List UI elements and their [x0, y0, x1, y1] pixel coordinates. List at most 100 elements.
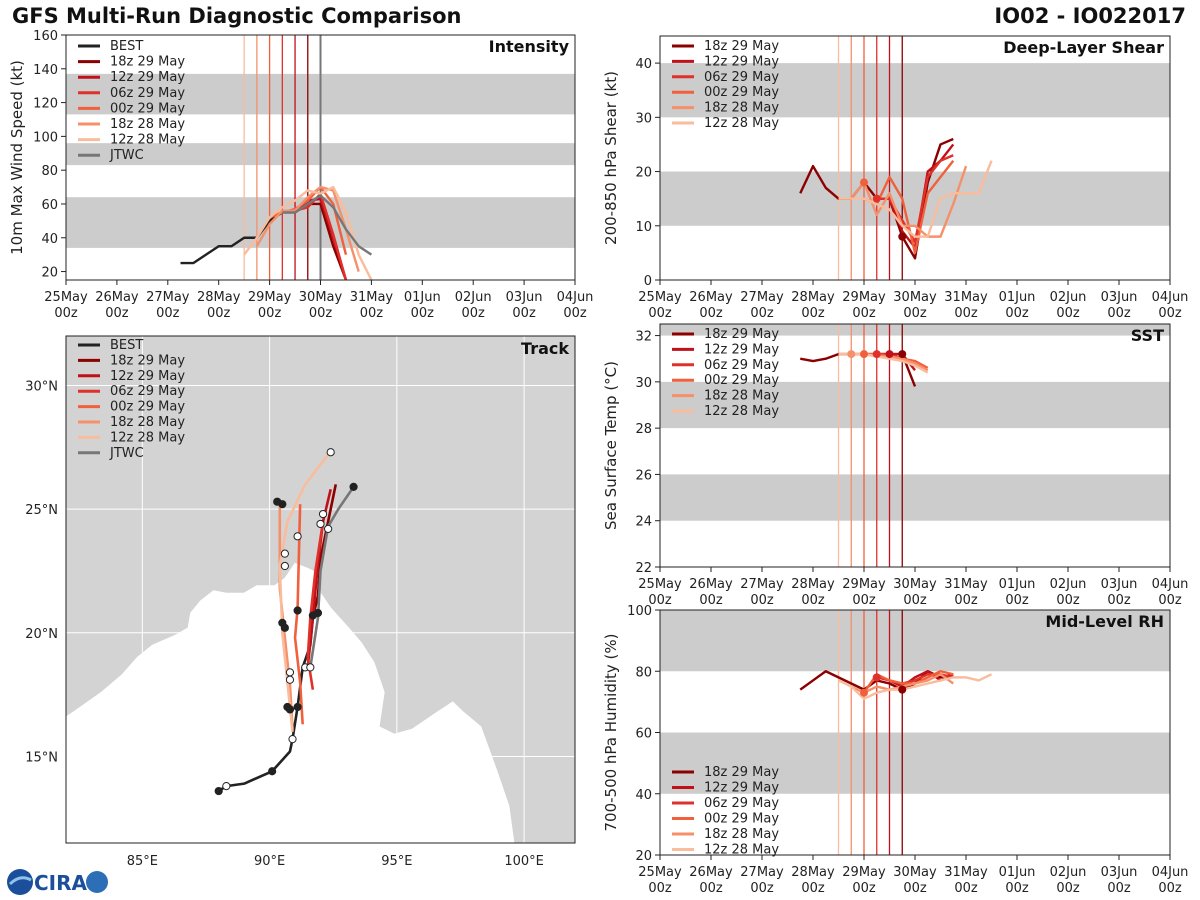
legend-label: 12z 29 May [110, 70, 185, 85]
y-tick-label: 32 [635, 330, 652, 345]
track-point [293, 532, 302, 541]
track-point [326, 448, 335, 457]
legend-label: 18z 29 May [704, 765, 779, 780]
x-tick-label-date: 26May [689, 865, 733, 880]
track-point [280, 549, 289, 558]
x-tick-label-date: 28May [197, 290, 241, 305]
x-tick-label-date: 31May [944, 865, 988, 880]
legend-label: JTWC [109, 446, 144, 461]
x-tick-label-date: 28May [791, 865, 835, 880]
y-tick-label: 0 [644, 274, 652, 289]
track-point [222, 782, 231, 791]
x-tick-label-hour: 00z [801, 593, 825, 608]
x-tick-label-hour: 00z [699, 306, 723, 321]
x-tick-label-date: 27May [146, 290, 190, 305]
logo-text: CIRA [34, 871, 88, 895]
logo-badge-icon [86, 871, 108, 893]
y-tick-label: 100 [627, 604, 652, 619]
x-tick-label-hour: 00z [1158, 881, 1182, 896]
x-tick-label-date: 30May [893, 290, 937, 305]
series-line-12z-28-may [838, 160, 993, 238]
y-tick-label: 40 [41, 232, 58, 247]
x-tick-label-date: 03Jun [1101, 577, 1138, 592]
x-tick-label-hour: 00z [648, 881, 672, 896]
y-axis-label: 200-850 hPa Shear (kt) [602, 71, 620, 245]
y-tick-label: 22 [635, 561, 652, 576]
x-tick-label-hour: 00z [699, 593, 723, 608]
x-tick-label-hour: 00z [1107, 881, 1131, 896]
x-tick-label-hour: 00z [903, 306, 927, 321]
x-tick-label-date: 04Jun [557, 290, 594, 305]
y-tick-label: 40 [635, 57, 652, 72]
lon-label: 100°E [504, 854, 544, 869]
x-tick-label-hour: 00z [360, 306, 384, 321]
forecast-marker [898, 685, 907, 694]
legend-label: 18z 29 May [704, 327, 779, 342]
legend-label: 18z 28 May [704, 389, 779, 404]
x-tick-label-hour: 00z [1107, 306, 1131, 321]
track-point [280, 623, 289, 632]
track-line-jtwc [309, 486, 355, 668]
x-tick-label-date: 01Jun [999, 290, 1036, 305]
forecast-marker [872, 350, 881, 359]
legend-label: 12z 28 May [704, 404, 779, 419]
legend-label: BEST [110, 338, 143, 353]
legend-label: 12z 29 May [704, 781, 779, 796]
x-tick-label-hour: 00z [903, 881, 927, 896]
track-point [306, 663, 315, 672]
y-tick-label: 80 [635, 665, 652, 680]
lat-label: 30°N [25, 379, 58, 394]
x-tick-label-date: 27May [740, 577, 784, 592]
y-axis-label: Sea Surface Temp (°C) [602, 361, 620, 530]
x-tick-label-date: 27May [740, 290, 784, 305]
y-tick-label: 24 [635, 515, 652, 530]
x-tick-label-hour: 00z [648, 306, 672, 321]
x-tick-label-date: 28May [791, 577, 835, 592]
panel-intensity: 2040608010012014016025May00z26May00z27Ma… [8, 29, 593, 321]
cira-logo: CIRA [7, 869, 108, 895]
x-tick-label-hour: 00z [903, 593, 927, 608]
x-tick-label-hour: 00z [1056, 593, 1080, 608]
y-tick-label: 28 [635, 422, 652, 437]
series-line-06z-29-may [876, 154, 954, 244]
x-tick-label-hour: 00z [801, 881, 825, 896]
track-point [283, 702, 292, 712]
x-tick-label-date: 30May [299, 290, 343, 305]
x-tick-label-date: 04Jun [1152, 865, 1189, 880]
x-tick-label-hour: 00z [411, 306, 435, 321]
lon-label: 85°E [127, 854, 158, 869]
x-tick-label-hour: 00z [852, 881, 876, 896]
x-tick-label-date: 25May [44, 290, 88, 305]
x-tick-label-hour: 00z [1056, 881, 1080, 896]
x-tick-label-hour: 00z [309, 306, 333, 321]
track-point [349, 482, 358, 491]
track-point [214, 786, 223, 796]
legend-label: JTWC [109, 148, 144, 163]
forecast-marker [885, 350, 894, 359]
x-tick-label-date: 31May [350, 290, 394, 305]
x-tick-label-date: 03Jun [1101, 865, 1138, 880]
forecast-marker [860, 688, 868, 697]
x-tick-label-date: 31May [944, 290, 988, 305]
x-tick-label-hour: 00z [1158, 306, 1182, 321]
legend-label: 18z 29 May [704, 39, 779, 54]
legend-label: 18z 29 May [110, 353, 185, 368]
x-tick-label-date: 29May [842, 865, 886, 880]
series-line-12z-28-may [837, 673, 993, 701]
track-point [285, 675, 295, 684]
y-tick-label: 20 [41, 266, 58, 281]
x-tick-label-hour: 00z [954, 306, 978, 321]
x-tick-label-date: 31May [944, 577, 988, 592]
track-point [316, 519, 325, 529]
x-tick-label-hour: 00z [954, 881, 978, 896]
forecast-marker [872, 673, 881, 682]
series-line-18z-28-may [850, 165, 968, 238]
y-tick-label: 140 [33, 63, 58, 78]
x-tick-label-date: 03Jun [1101, 290, 1138, 305]
panel-rh: 2040608010025May00z26May00z27May00z28May… [602, 604, 1188, 896]
track-point [313, 608, 323, 618]
y-tick-label: 40 [635, 788, 652, 803]
x-tick-label-date: 03Jun [506, 290, 543, 305]
x-tick-label-hour: 00z [750, 306, 774, 321]
